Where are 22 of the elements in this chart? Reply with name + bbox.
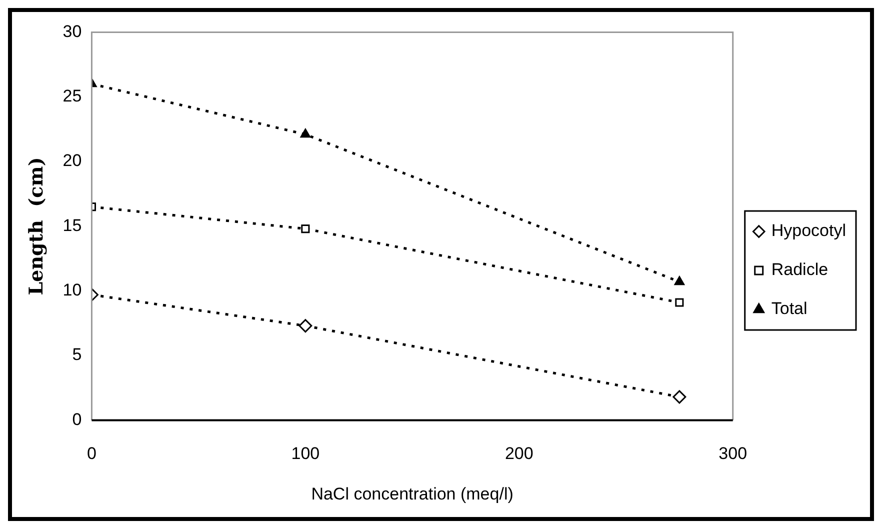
x-tick-label: 100 [291,444,320,464]
legend-label: Total [771,299,808,318]
point [674,276,685,286]
x-axis-title: NaCl concentration (meq/l) [311,484,514,504]
y-tick-label: 5 [72,345,82,364]
x-tick-label: 200 [504,444,534,464]
legend-label: Hypocotyl [771,221,846,240]
y-tick-label: 0 [72,410,82,429]
legend-label: Radicle [771,260,828,280]
point [300,128,311,138]
y-tick-label: 15 [62,216,82,235]
x-tick-label: 0 [86,444,96,464]
point [301,224,310,234]
y-tick-label: 20 [62,151,82,170]
y-tick-label: 25 [62,86,82,106]
x-tick-label: 300 [718,444,748,464]
point [298,319,312,333]
point [675,298,684,307]
y-tick-label: 30 [62,22,82,41]
point [672,390,686,404]
y-tick-label: 10 [62,280,82,300]
y-axis-title: Length (cm) [25,157,48,296]
